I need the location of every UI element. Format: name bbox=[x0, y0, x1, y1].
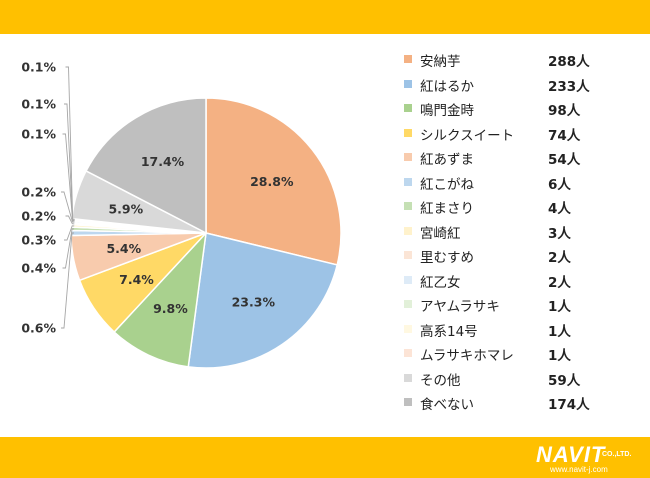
data-label: 28.8% bbox=[250, 174, 294, 189]
bottom-band bbox=[0, 437, 650, 478]
leader-line bbox=[65, 66, 75, 220]
logo-suffix: CO.,LTD. bbox=[602, 451, 632, 458]
legend-count: 74人 bbox=[548, 127, 581, 144]
legend-item: 宮崎紅 3人 bbox=[404, 222, 644, 247]
legend-label: 紅あずま bbox=[420, 152, 474, 168]
leader-line bbox=[61, 232, 74, 329]
legend-item: シルクスイート 74人 bbox=[404, 124, 644, 149]
legend-label: 紅まさり bbox=[420, 201, 474, 217]
legend-item: 紅まさり 4人 bbox=[404, 197, 644, 222]
legend-label: その他 bbox=[420, 372, 461, 389]
data-label: 0.3% bbox=[21, 233, 56, 248]
legend-label: 鳴門金時 bbox=[420, 103, 474, 119]
legend-count: 1人 bbox=[548, 323, 571, 340]
legend-label: アヤムラサキ bbox=[420, 299, 500, 315]
legend-swatch bbox=[404, 226, 412, 235]
legend-item: ムラサキホマレ 1人 bbox=[404, 344, 644, 369]
leader-line bbox=[61, 191, 75, 223]
legend-item: 鳴門金時 98人 bbox=[404, 99, 644, 124]
legend-label: 紅乙女 bbox=[420, 274, 461, 291]
data-label: 7.4% bbox=[119, 272, 154, 287]
legend-swatch bbox=[404, 79, 412, 88]
legend-count: 54人 bbox=[548, 152, 581, 168]
leader-line bbox=[62, 228, 75, 269]
legend-swatch bbox=[404, 128, 412, 137]
legend-item: 里むすめ 2人 bbox=[404, 246, 644, 271]
legend-label: 高系14号 bbox=[420, 323, 478, 340]
legend-swatch bbox=[404, 275, 412, 284]
leader-line bbox=[64, 225, 75, 241]
pie-slice bbox=[205, 97, 342, 266]
legend-count: 1人 bbox=[548, 299, 571, 315]
leader-line bbox=[65, 215, 75, 225]
leader-line bbox=[64, 103, 75, 221]
data-label: 5.4% bbox=[106, 241, 141, 256]
legend-count: 98人 bbox=[548, 103, 581, 119]
pie-slice bbox=[187, 232, 339, 369]
legend-label: 紅はるか bbox=[420, 78, 474, 95]
legend-item: 紅あずま 54人 bbox=[404, 148, 644, 173]
legend-count: 233人 bbox=[548, 78, 590, 95]
legend-swatch bbox=[404, 153, 412, 161]
legend-label: ムラサキホマレ bbox=[420, 348, 514, 364]
legend-count: 288人 bbox=[548, 54, 590, 70]
data-label: 0.6% bbox=[21, 321, 56, 336]
pie-chart: 28.8% 23.3% 9.8% 7.4% 5.4% 5.9% 17.4% 0.6% 0.4% 0… bbox=[21, 60, 342, 369]
top-band bbox=[0, 0, 650, 34]
legend-count: 174人 bbox=[548, 397, 590, 413]
legend-swatch bbox=[404, 300, 412, 308]
pie-slice bbox=[85, 97, 207, 235]
legend-count: 3人 bbox=[548, 225, 571, 242]
legend-item: 食べない 174人 bbox=[404, 393, 644, 418]
data-label: 5.9% bbox=[108, 201, 143, 216]
pie-slice bbox=[113, 230, 208, 368]
data-label: 0.1% bbox=[21, 127, 56, 142]
data-label: 0.2% bbox=[21, 185, 56, 200]
legend-label: シルクスイート bbox=[420, 127, 515, 144]
legend-label: 里むすめ bbox=[420, 250, 474, 266]
legend-swatch bbox=[404, 177, 412, 186]
legend-label: 紅こがね bbox=[420, 176, 474, 193]
legend-swatch bbox=[404, 202, 412, 210]
data-label: 9.8% bbox=[153, 301, 188, 316]
data-label: 0.1% bbox=[21, 97, 56, 112]
legend-swatch bbox=[404, 324, 412, 333]
legend-swatch bbox=[404, 55, 412, 63]
data-label: 23.3% bbox=[232, 295, 276, 310]
legend-count: 2人 bbox=[548, 250, 571, 266]
logo-name: NAVIT bbox=[536, 442, 606, 467]
legend-item: 紅はるか 233人 bbox=[404, 75, 644, 100]
legend-swatch bbox=[404, 398, 412, 406]
legend-swatch bbox=[404, 251, 412, 259]
legend-item: 紅こがね 6人 bbox=[404, 173, 644, 198]
legend-item: その他 59人 bbox=[404, 369, 644, 394]
legend-item: 安納芋 288人 bbox=[404, 50, 644, 75]
legend-count: 2人 bbox=[548, 274, 571, 291]
logo-url: www.navit-j.com bbox=[550, 465, 608, 474]
company-logo: NAVIT CO.,LTD. www.navit-j.com bbox=[536, 442, 644, 474]
legend-label: 食べない bbox=[420, 397, 474, 413]
legend-swatch bbox=[404, 104, 412, 112]
legend-count: 59人 bbox=[548, 372, 581, 389]
data-label: 0.1% bbox=[21, 60, 56, 75]
legend-item: 高系14号 1人 bbox=[404, 320, 644, 345]
legend-item: アヤムラサキ 1人 bbox=[404, 295, 644, 320]
data-label: 0.2% bbox=[21, 209, 56, 224]
data-label: 0.4% bbox=[21, 261, 56, 276]
legend-count: 4人 bbox=[548, 201, 571, 217]
legend-swatch bbox=[404, 349, 412, 357]
legend-item: 紅乙女 2人 bbox=[404, 271, 644, 296]
legend: 安納芋 288人 紅はるか 233人 鳴門金時 98人 シルクスイート 74人 紅あずま 54人紅… bbox=[404, 50, 644, 418]
legend-swatch bbox=[404, 373, 412, 382]
legend-count: 6人 bbox=[548, 176, 571, 193]
data-label: 17.4% bbox=[141, 154, 185, 169]
leader-line bbox=[62, 133, 75, 222]
legend-count: 1人 bbox=[548, 348, 571, 364]
legend-label: 安納芋 bbox=[420, 54, 461, 70]
legend-label: 宮崎紅 bbox=[420, 225, 461, 242]
